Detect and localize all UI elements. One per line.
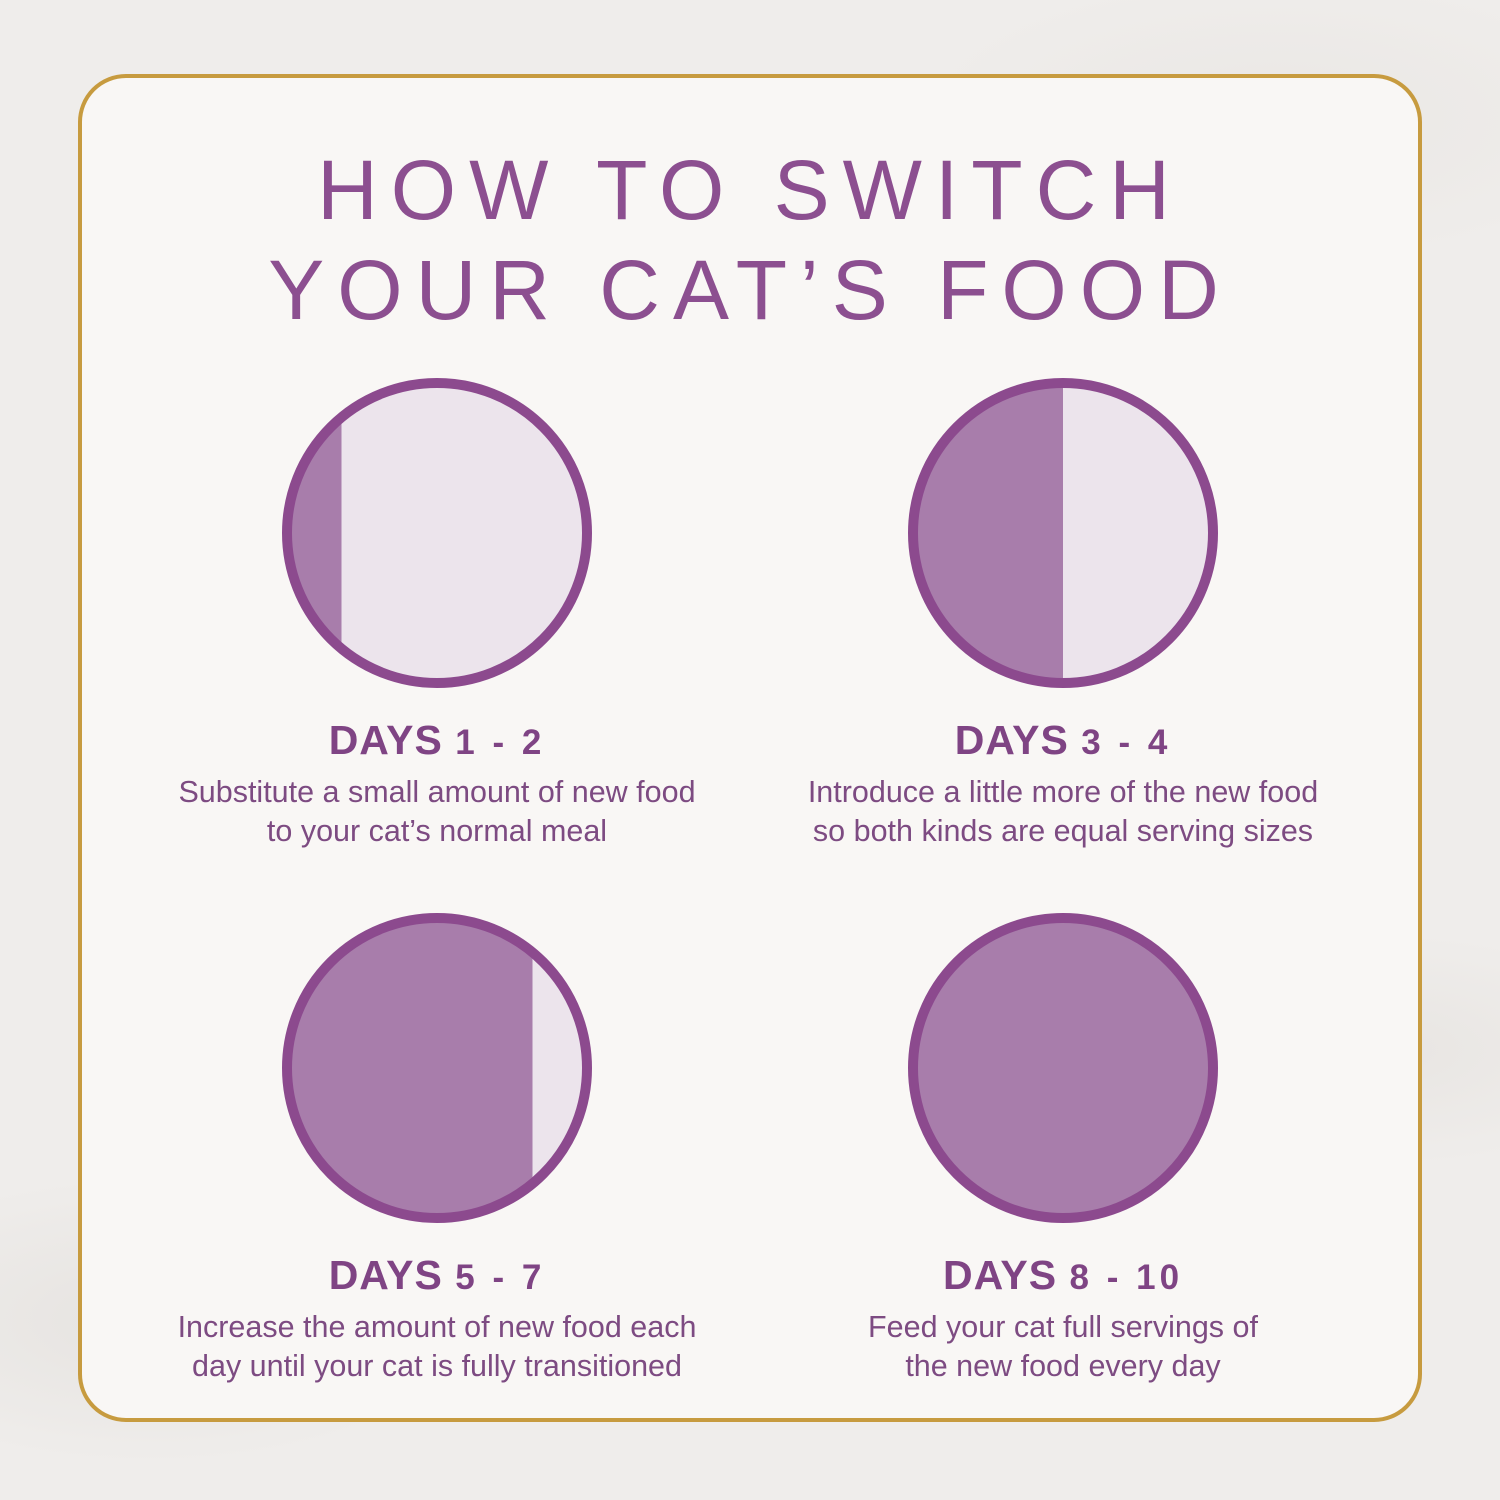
step-description-line1: Increase the amount of new food each bbox=[177, 1310, 697, 1344]
gold-border-frame: HOW TO SWITCH YOUR CAT’S FOOD DAYS 1 - 2… bbox=[78, 74, 1422, 1422]
step-description-line2: to your cat’s normal meal bbox=[266, 814, 608, 848]
step-heading-range: 1 - 2 bbox=[455, 723, 546, 762]
step-description-line1: Substitute a small amount of new food bbox=[178, 775, 696, 809]
food-mix-circle-days-5-7 bbox=[282, 913, 592, 1223]
step-card-days-8-10: DAYS 8 - 10 Feed your cat full servings … bbox=[743, 913, 1383, 1386]
step-description-line1: Introduce a little more of the new food bbox=[807, 775, 1319, 809]
step-heading: DAYS 8 - 10 bbox=[743, 1253, 1383, 1300]
food-mix-circle-days-3-4 bbox=[908, 378, 1218, 688]
food-mix-circle-days-8-10 bbox=[908, 913, 1218, 1223]
step-description: Substitute a small amount of new food to… bbox=[117, 773, 757, 851]
step-heading: DAYS 5 - 7 bbox=[117, 1253, 757, 1300]
page-title-line2: YOUR CAT’S FOOD bbox=[268, 243, 1232, 337]
step-card-days-5-7: DAYS 5 - 7 Increase the amount of new fo… bbox=[117, 913, 757, 1386]
step-description-line2: day until your cat is fully transitioned bbox=[192, 1349, 682, 1383]
page-title-line1: HOW TO SWITCH bbox=[317, 143, 1183, 237]
step-heading: DAYS 1 - 2 bbox=[117, 718, 757, 765]
step-heading-range: 5 - 7 bbox=[455, 1258, 546, 1297]
step-heading-range: 3 - 4 bbox=[1081, 723, 1172, 762]
step-heading-label: DAYS bbox=[328, 717, 443, 763]
page-title: HOW TO SWITCH YOUR CAT’S FOOD bbox=[82, 140, 1418, 340]
food-mix-circle-days-1-2 bbox=[282, 378, 592, 688]
step-heading-range: 8 - 10 bbox=[1069, 1258, 1184, 1297]
step-description: Introduce a little more of the new food … bbox=[743, 773, 1383, 851]
step-description: Feed your cat full servings of the new f… bbox=[743, 1308, 1383, 1386]
step-heading-label: DAYS bbox=[328, 1252, 443, 1298]
step-description: Increase the amount of new food each day… bbox=[117, 1308, 757, 1386]
step-card-days-3-4: DAYS 3 - 4 Introduce a little more of th… bbox=[743, 378, 1383, 851]
step-description-line1: Feed your cat full servings of bbox=[868, 1310, 1258, 1344]
step-description-line2: so both kinds are equal serving sizes bbox=[812, 814, 1314, 848]
step-card-days-1-2: DAYS 1 - 2 Substitute a small amount of … bbox=[117, 378, 757, 851]
step-heading-label: DAYS bbox=[942, 1252, 1058, 1298]
step-heading: DAYS 3 - 4 bbox=[743, 718, 1383, 765]
step-description-line2: the new food every day bbox=[905, 1349, 1221, 1383]
step-heading-label: DAYS bbox=[954, 717, 1069, 763]
